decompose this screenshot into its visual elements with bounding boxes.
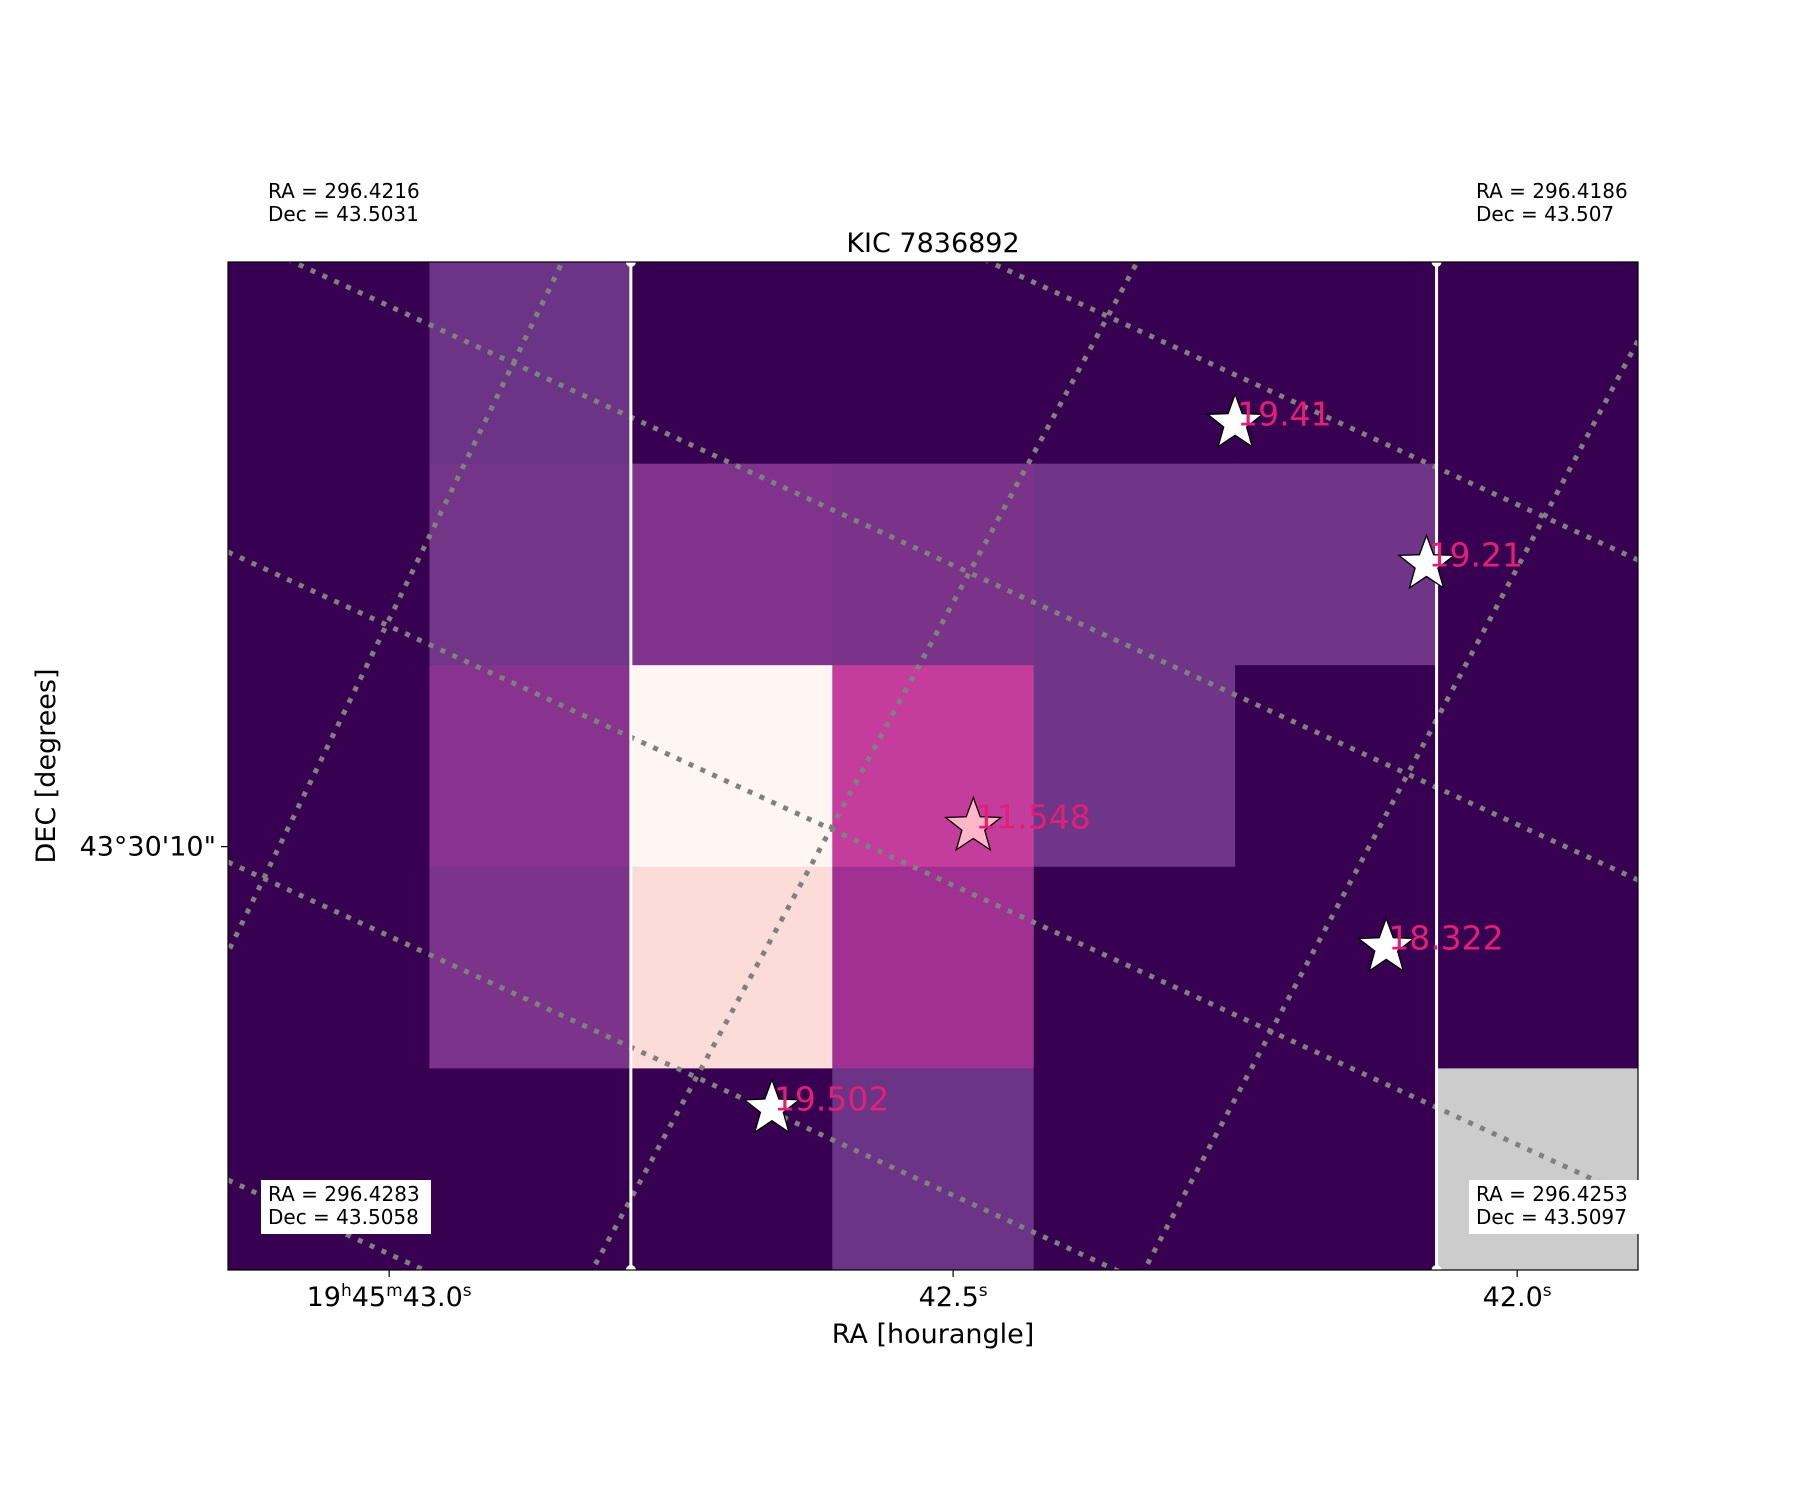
pixel-cell bbox=[1436, 1068, 1639, 1271]
pixel-cell bbox=[1235, 262, 1438, 465]
pixel-cell bbox=[1033, 262, 1236, 465]
pixel-cell bbox=[832, 866, 1035, 1069]
pixel-cell bbox=[1436, 463, 1639, 666]
pixel-cell bbox=[832, 665, 1035, 868]
pixel-cell bbox=[832, 463, 1035, 666]
pixel-cell bbox=[630, 665, 833, 868]
pixel-cell bbox=[228, 866, 430, 1069]
pixel-cell bbox=[228, 1068, 430, 1271]
star-marker bbox=[1356, 916, 1416, 973]
star-magnitude-label: 19.502 bbox=[774, 1080, 889, 1119]
star-marker bbox=[1205, 392, 1265, 449]
pixel-cell bbox=[1033, 1068, 1236, 1271]
pixel-cell bbox=[630, 262, 833, 465]
corner-dec-text: Dec = 43.5097 bbox=[1476, 1205, 1627, 1229]
pixel-cell bbox=[1033, 665, 1236, 868]
star-magnitude-label: 18.322 bbox=[1388, 918, 1503, 957]
pixel-cell bbox=[228, 262, 430, 465]
star-markers: 11.548 19.41 19.21 18.322 19.502 bbox=[742, 392, 1523, 1134]
pixel-cell bbox=[630, 463, 833, 666]
pixel-cell bbox=[1235, 665, 1438, 868]
pixel-cell bbox=[832, 1068, 1035, 1271]
x-tick-label: 42.5s bbox=[919, 1281, 988, 1313]
pixel-cell bbox=[832, 262, 1035, 465]
pixel-cell bbox=[1436, 866, 1639, 1069]
x-tick-label: 19h45m43.0s bbox=[307, 1281, 472, 1313]
target-star-marker bbox=[943, 795, 1003, 852]
pixel-cell bbox=[1235, 463, 1438, 666]
corner-dec-text: Dec = 43.5031 bbox=[268, 202, 419, 226]
corner-ra-text: RA = 296.4186 bbox=[1476, 179, 1628, 203]
star-magnitude-label: 19.21 bbox=[1429, 535, 1523, 574]
pixel-cells bbox=[228, 262, 1639, 1271]
pixel-cell bbox=[429, 463, 632, 666]
chart-title: KIC 7836892 bbox=[846, 228, 1019, 259]
ra-grid-line bbox=[589, 262, 1141, 1270]
y-tick-label: 43°30'10" bbox=[80, 832, 216, 863]
pixel-cell bbox=[429, 262, 632, 465]
corner-ra-text: RA = 296.4283 bbox=[268, 1182, 420, 1206]
pixel-cell bbox=[1235, 866, 1438, 1069]
corner-ra-text: RA = 296.4253 bbox=[1476, 1182, 1628, 1206]
coordinate-grid bbox=[228, 262, 1638, 1270]
pixel-cell bbox=[429, 866, 632, 1069]
pixel-cell bbox=[630, 1068, 833, 1271]
pixel-cell bbox=[429, 665, 632, 868]
corner-ra-text: RA = 296.4216 bbox=[268, 179, 420, 203]
plot-frame bbox=[227, 261, 1639, 1271]
pixel-cell bbox=[228, 463, 430, 666]
pixel-cell bbox=[1033, 463, 1236, 666]
y-axis-label: DEC [degrees] bbox=[31, 668, 62, 863]
axis-ticks: 19h45m43.0s 42.5s 42.0s 43°30'10" bbox=[80, 832, 1552, 1313]
star-marker bbox=[1397, 533, 1456, 590]
pixel-cell bbox=[1235, 1068, 1438, 1271]
pixel-cell bbox=[630, 866, 833, 1069]
x-tick-label: 42.0s bbox=[1483, 1281, 1552, 1313]
corner-dec-text: Dec = 43.507 bbox=[1476, 202, 1614, 226]
pixel-cell bbox=[429, 1068, 632, 1271]
pixel-cell bbox=[228, 665, 430, 868]
pixel-cell bbox=[1033, 866, 1236, 1069]
pixel-cell bbox=[1436, 262, 1639, 465]
star-magnitude-label: 11.548 bbox=[975, 797, 1090, 836]
star-marker bbox=[742, 1077, 802, 1134]
x-axis-label: RA [hourangle] bbox=[832, 1319, 1035, 1350]
corner-dec-text: Dec = 43.5058 bbox=[268, 1205, 419, 1229]
star-magnitude-label: 19.41 bbox=[1237, 394, 1331, 433]
pixel-cell bbox=[1436, 665, 1639, 868]
